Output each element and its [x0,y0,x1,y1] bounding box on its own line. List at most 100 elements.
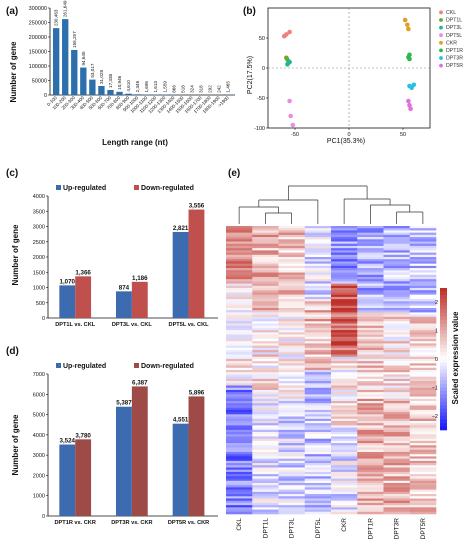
heatmap-cell [304,325,332,329]
heatmap-cell [304,485,332,488]
heatmap-cell [331,241,358,245]
heatmap-cell [252,460,279,464]
heatmap-cell [331,403,358,406]
panel-d-bar [59,444,76,516]
heatmap-cell [331,498,358,502]
heatmap-cell [357,257,384,260]
panel-c-legend-swatch [134,185,139,190]
heatmap-cell [304,478,332,482]
heatmap-cell [252,272,279,276]
heatmap-cell [278,443,306,446]
heatmap-cell [409,392,437,395]
heatmap-cell [409,316,437,320]
heatmap-cell [226,494,253,497]
heatmap-cell [331,345,358,349]
heatmap-cell [304,509,332,513]
heatmap-cell [383,409,411,413]
heatmap-cell [252,274,279,278]
heatmap-cell [409,427,437,431]
heatmap-cell [409,272,437,276]
heatmap-cell [409,480,437,484]
heatmap-cell [357,294,384,298]
heatmap-cell [409,489,437,493]
colorbar-segment [440,426,447,431]
heatmap-cell [409,237,437,240]
heatmap-cell [252,316,279,320]
heatmap-cell [383,511,411,515]
heatmap-cell [409,352,437,355]
heatmap-cell [331,458,358,462]
heatmap-cell [383,296,411,300]
heatmap-cell [304,383,332,386]
heatmap-cell [409,429,437,433]
heatmap-cell [383,265,411,269]
heatmap-cell [252,465,279,468]
heatmap-cell [409,285,437,289]
heatmap-cell [331,265,358,269]
heatmap-cell [357,252,384,256]
heatmap-cell [226,259,253,262]
panel-a: (a) Number of gene Length range (nt) 0 50… [6,0,235,147]
heatmap-cell [409,290,437,293]
heatmap-cell [383,350,411,353]
heatmap-cell [357,276,384,280]
heatmap-cell [226,383,253,386]
heatmap-cell [409,467,437,470]
heatmap-cell [331,405,358,408]
heatmap-cell [252,350,279,353]
heatmap-cell [252,252,279,256]
heatmap-cell [357,412,384,415]
panel-c-bar [59,285,76,318]
heatmap-cell [252,310,279,313]
panel-c-y-tick-label: 500 [36,301,45,307]
heatmap-cell [304,376,332,380]
heatmap-cell [331,314,358,318]
heatmap-cell [409,325,437,329]
colorbar-segment [440,291,447,296]
heatmap-cell [383,378,411,382]
heatmap-cell [252,505,279,508]
panel-b-point [287,29,292,35]
heatmap-cell [226,425,253,428]
panel-a-value-label: 4,610 [126,80,131,92]
heatmap-cell [304,259,332,262]
heatmap-cell [331,476,358,479]
heatmap-cell [409,385,437,389]
heatmap-cell [409,394,437,397]
heatmap-cell [304,438,332,442]
heatmap-cell [278,420,306,424]
heatmap-column-label: DPT5R [420,518,427,540]
panel-d-bar [116,406,132,516]
panel-letter-e: (e) [228,168,240,179]
heatmap-cell [252,398,279,402]
heatmap-cell [278,432,306,435]
heatmap-cell [226,361,253,364]
heatmap-cell [278,345,306,349]
heatmap-cell [383,354,411,358]
panel-d-value-label: 3,524 [60,438,76,445]
panel-letter-b: (b) [243,6,256,17]
heatmap-cell [226,427,253,431]
heatmap-cell [252,458,279,462]
panel-c-y-tick-label: 1000 [33,286,45,292]
heatmap-cell [331,392,358,395]
heatmap-cell [252,409,279,413]
heatmap-column-label: DPT3L [289,518,296,539]
heatmap-cell [409,465,437,468]
heatmap-cell [304,283,332,287]
panel-d-bar [75,439,92,516]
heatmap-cell [252,288,279,291]
heatmap-cell [304,248,332,251]
heatmap-cell [383,370,411,373]
heatmap-cell [331,416,358,420]
heatmap-cell [304,403,332,406]
heatmap-cell [252,303,279,307]
heatmap-cell [252,325,279,329]
heatmap-cell [252,343,279,346]
heatmap-cell [304,494,332,497]
heatmap-cell [226,412,253,415]
heatmap-cell [278,338,306,342]
heatmap-cell [252,374,279,377]
heatmap-cell [357,414,384,417]
heatmap-cell [252,438,279,442]
